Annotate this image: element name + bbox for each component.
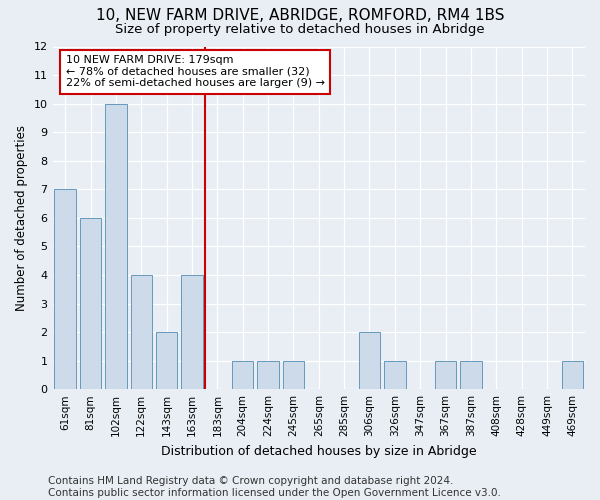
X-axis label: Distribution of detached houses by size in Abridge: Distribution of detached houses by size … [161,444,476,458]
Bar [257,360,279,389]
Bar [562,360,583,389]
Bar [105,104,127,389]
Text: Size of property relative to detached houses in Abridge: Size of property relative to detached ho… [115,22,485,36]
Bar [181,275,203,389]
Bar [232,360,253,389]
Text: 10, NEW FARM DRIVE, ABRIDGE, ROMFORD, RM4 1BS: 10, NEW FARM DRIVE, ABRIDGE, ROMFORD, RM… [96,8,504,22]
Bar [384,360,406,389]
Bar [55,190,76,389]
Bar [460,360,482,389]
Y-axis label: Number of detached properties: Number of detached properties [15,125,28,311]
Bar [359,332,380,389]
Bar [131,275,152,389]
Bar [156,332,178,389]
Text: Contains HM Land Registry data © Crown copyright and database right 2024.
Contai: Contains HM Land Registry data © Crown c… [48,476,501,498]
Text: 10 NEW FARM DRIVE: 179sqm
← 78% of detached houses are smaller (32)
22% of semi-: 10 NEW FARM DRIVE: 179sqm ← 78% of detac… [66,55,325,88]
Bar [283,360,304,389]
Bar [80,218,101,389]
Bar [435,360,457,389]
